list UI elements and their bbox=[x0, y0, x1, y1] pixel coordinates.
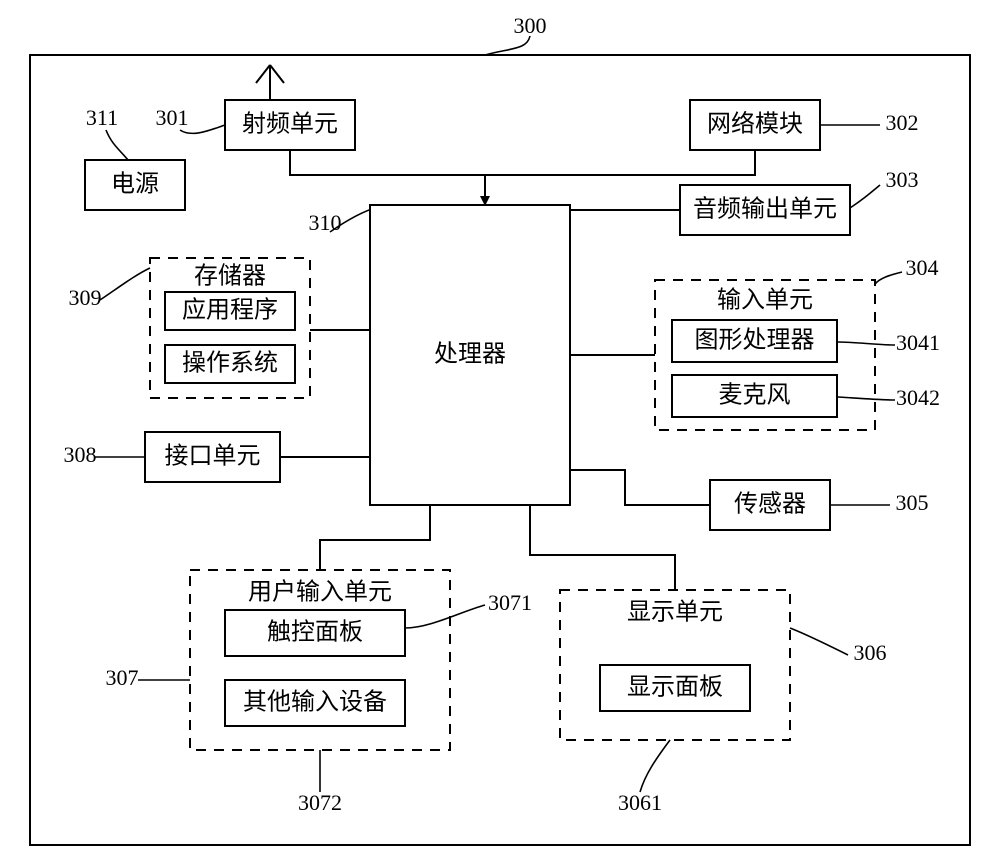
connector-line bbox=[485, 150, 755, 175]
ref-300: 300 bbox=[514, 13, 547, 38]
ref-3041: 3041 bbox=[896, 330, 940, 355]
ref-307: 307 bbox=[106, 665, 139, 690]
node-ifunit-label: 接口单元 bbox=[165, 443, 261, 470]
leader-line bbox=[838, 397, 895, 400]
antenna-icon bbox=[256, 65, 270, 83]
node-ifunit: 接口单元 bbox=[145, 432, 280, 482]
node-mem_os-label: 操作系统 bbox=[182, 350, 278, 377]
ref-309: 309 bbox=[69, 285, 102, 310]
leader-line bbox=[875, 272, 902, 284]
node-mem_os: 操作系统 bbox=[165, 345, 295, 383]
node-rf: 射频单元 bbox=[225, 100, 355, 150]
node-sensor: 传感器 bbox=[710, 480, 830, 530]
leader-line bbox=[790, 628, 848, 655]
node-processor: 处理器 bbox=[370, 205, 570, 505]
ref-3071: 3071 bbox=[488, 590, 532, 615]
node-network: 网络模块 bbox=[690, 100, 820, 150]
leader-line bbox=[640, 740, 670, 792]
node-mic: 麦克风 bbox=[672, 375, 837, 417]
ref-308: 308 bbox=[64, 442, 97, 467]
ref-302: 302 bbox=[886, 110, 919, 135]
node-disp_group-label: 显示单元 bbox=[627, 599, 723, 626]
node-gfx-label: 图形处理器 bbox=[695, 327, 815, 354]
node-gfx: 图形处理器 bbox=[672, 320, 837, 362]
node-touch-label: 触控面板 bbox=[267, 619, 363, 646]
node-mic-label: 麦克风 bbox=[719, 382, 791, 409]
node-disp_panel: 显示面板 bbox=[600, 665, 750, 711]
leader-line bbox=[100, 268, 150, 300]
node-processor-label: 处理器 bbox=[434, 341, 506, 368]
node-sensor-label: 传感器 bbox=[734, 491, 806, 518]
leader-line bbox=[405, 605, 485, 628]
node-network-label: 网络模块 bbox=[707, 111, 803, 138]
connector-line bbox=[530, 505, 675, 590]
node-mem_app: 应用程序 bbox=[165, 292, 295, 330]
node-touch: 触控面板 bbox=[225, 610, 405, 656]
leader-line bbox=[106, 130, 128, 160]
leader-line bbox=[850, 185, 880, 208]
ref-3072: 3072 bbox=[298, 790, 342, 815]
node-power-label: 电源 bbox=[111, 171, 159, 198]
node-audio: 音频输出单元 bbox=[680, 185, 850, 235]
ref-306: 306 bbox=[854, 640, 887, 665]
node-mem_app-label: 应用程序 bbox=[182, 297, 278, 324]
ref-305: 305 bbox=[896, 490, 929, 515]
node-audio-label: 音频输出单元 bbox=[693, 196, 837, 223]
antenna-icon bbox=[270, 65, 284, 83]
node-other: 其他输入设备 bbox=[225, 680, 405, 726]
node-power: 电源 bbox=[85, 160, 185, 210]
connector-line bbox=[570, 470, 710, 505]
ref-304: 304 bbox=[906, 255, 939, 280]
leader-line bbox=[485, 36, 530, 55]
node-disp_panel-label: 显示面板 bbox=[627, 674, 723, 701]
ref-3042: 3042 bbox=[896, 385, 940, 410]
node-uin_group-label: 用户输入单元 bbox=[248, 579, 392, 606]
ref-3061: 3061 bbox=[618, 790, 662, 815]
ref-301: 301 bbox=[156, 105, 189, 130]
leader-line bbox=[838, 342, 895, 345]
node-rf-label: 射频单元 bbox=[242, 111, 338, 138]
ref-310: 310 bbox=[309, 210, 342, 235]
node-mem_group-label: 存储器 bbox=[194, 263, 266, 290]
connector-line bbox=[290, 150, 485, 205]
node-other-label: 其他输入设备 bbox=[243, 689, 387, 716]
ref-311: 311 bbox=[86, 105, 118, 130]
ref-303: 303 bbox=[886, 167, 919, 192]
connector-line bbox=[320, 505, 430, 570]
node-input_group-label: 输入单元 bbox=[717, 287, 813, 314]
